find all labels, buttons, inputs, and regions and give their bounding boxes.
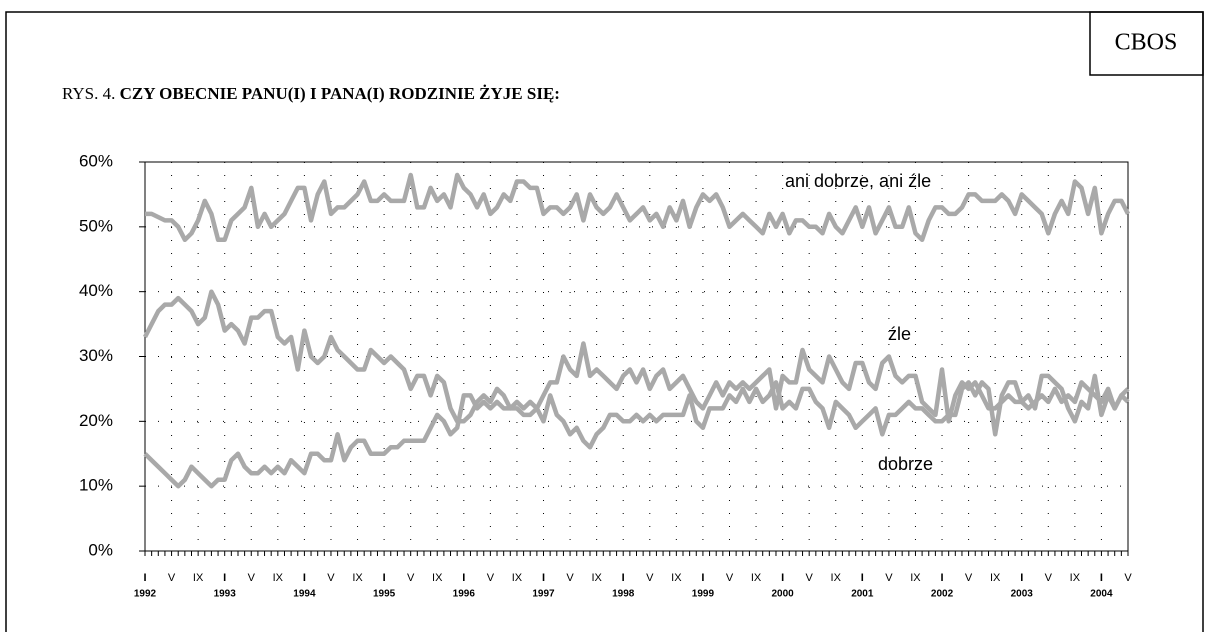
x-tick-label: I (701, 572, 704, 584)
x-tick-label: IX (273, 572, 284, 584)
x-tick-label: V (885, 572, 893, 584)
x-tick-label: V (248, 572, 256, 584)
year-label: 1998 (612, 589, 635, 600)
x-tick-label: I (1100, 572, 1103, 584)
series-label: źle (888, 324, 911, 344)
year-label: 1995 (373, 589, 396, 600)
x-tick-label: V (1124, 572, 1132, 584)
x-tick-label: IX (193, 572, 204, 584)
year-label: 1992 (134, 589, 157, 600)
x-tick-label: I (940, 572, 943, 584)
x-tick-label: I (542, 572, 545, 584)
x-tick-label: IX (751, 572, 762, 584)
x-tick-label: V (566, 572, 574, 584)
x-tick-label: I (462, 572, 465, 584)
year-label: 1994 (293, 589, 316, 600)
x-tick-label: IX (352, 572, 363, 584)
title: CZY OBECNIE PANU(I) I PANA(I) RODZINIE Ż… (120, 84, 560, 103)
year-label: 1993 (214, 589, 237, 600)
x-tick-label: V (806, 572, 814, 584)
x-tick-label: V (726, 572, 734, 584)
x-tick-label: V (327, 572, 335, 584)
year-label: 2001 (851, 589, 874, 600)
chart-title: RYS. 4. CZY OBECNIE PANU(I) I PANA(I) RO… (62, 84, 560, 103)
x-tick-label: V (1045, 572, 1053, 584)
x-tick-label: IX (432, 572, 443, 584)
x-tick-label: V (965, 572, 973, 584)
x-tick-label: IX (671, 572, 682, 584)
x-tick-label: IX (831, 572, 842, 584)
x-tick-label: V (168, 572, 176, 584)
figure-number: RYS. 4. (62, 84, 115, 103)
year-label: 2003 (1011, 589, 1034, 600)
y-tick-label: 10% (79, 476, 113, 495)
series-line (145, 172, 1131, 243)
x-tick-label: I (622, 572, 625, 584)
plot-frame (144, 161, 1129, 552)
y-tick-label: 60% (79, 151, 113, 170)
year-label: 2000 (771, 589, 794, 600)
series-label: ani dobrze, ani źle (785, 171, 931, 191)
y-tick-label: 30% (79, 346, 113, 365)
x-tick-label: IX (990, 572, 1001, 584)
brand-box (1089, 11, 1204, 76)
series-label: dobrze (878, 454, 933, 474)
x-tick-label: I (223, 572, 226, 584)
year-label: 1999 (692, 589, 715, 600)
y-tick-label: 40% (79, 281, 113, 300)
frame (5, 11, 1204, 632)
x-tick-label: V (646, 572, 654, 584)
brand: CBOS (1115, 30, 1178, 56)
year-label: 2004 (1090, 589, 1113, 600)
y-tick-label: 50% (79, 216, 113, 235)
x-tick-label: IX (1070, 572, 1081, 584)
x-tick-label: I (781, 572, 784, 584)
x-tick-label: IX (512, 572, 523, 584)
y-tick-label: 20% (79, 411, 113, 430)
x-tick-label: V (487, 572, 495, 584)
year-label: 2002 (931, 589, 954, 600)
series-line (143, 380, 1130, 489)
x-tick-label: I (1020, 572, 1023, 584)
x-tick-label: I (303, 572, 306, 584)
x-tick-label: IX (591, 572, 602, 584)
year-label: 1996 (453, 589, 476, 600)
x-tick-label: IX (910, 572, 921, 584)
year-label: 1997 (532, 589, 555, 600)
x-tick-label: V (407, 572, 415, 584)
x-tick-label: I (861, 572, 864, 584)
series-line (142, 289, 1130, 424)
y-tick-label: 0% (88, 540, 113, 559)
x-tick-label: I (383, 572, 386, 584)
x-tick-label: I (143, 572, 146, 584)
